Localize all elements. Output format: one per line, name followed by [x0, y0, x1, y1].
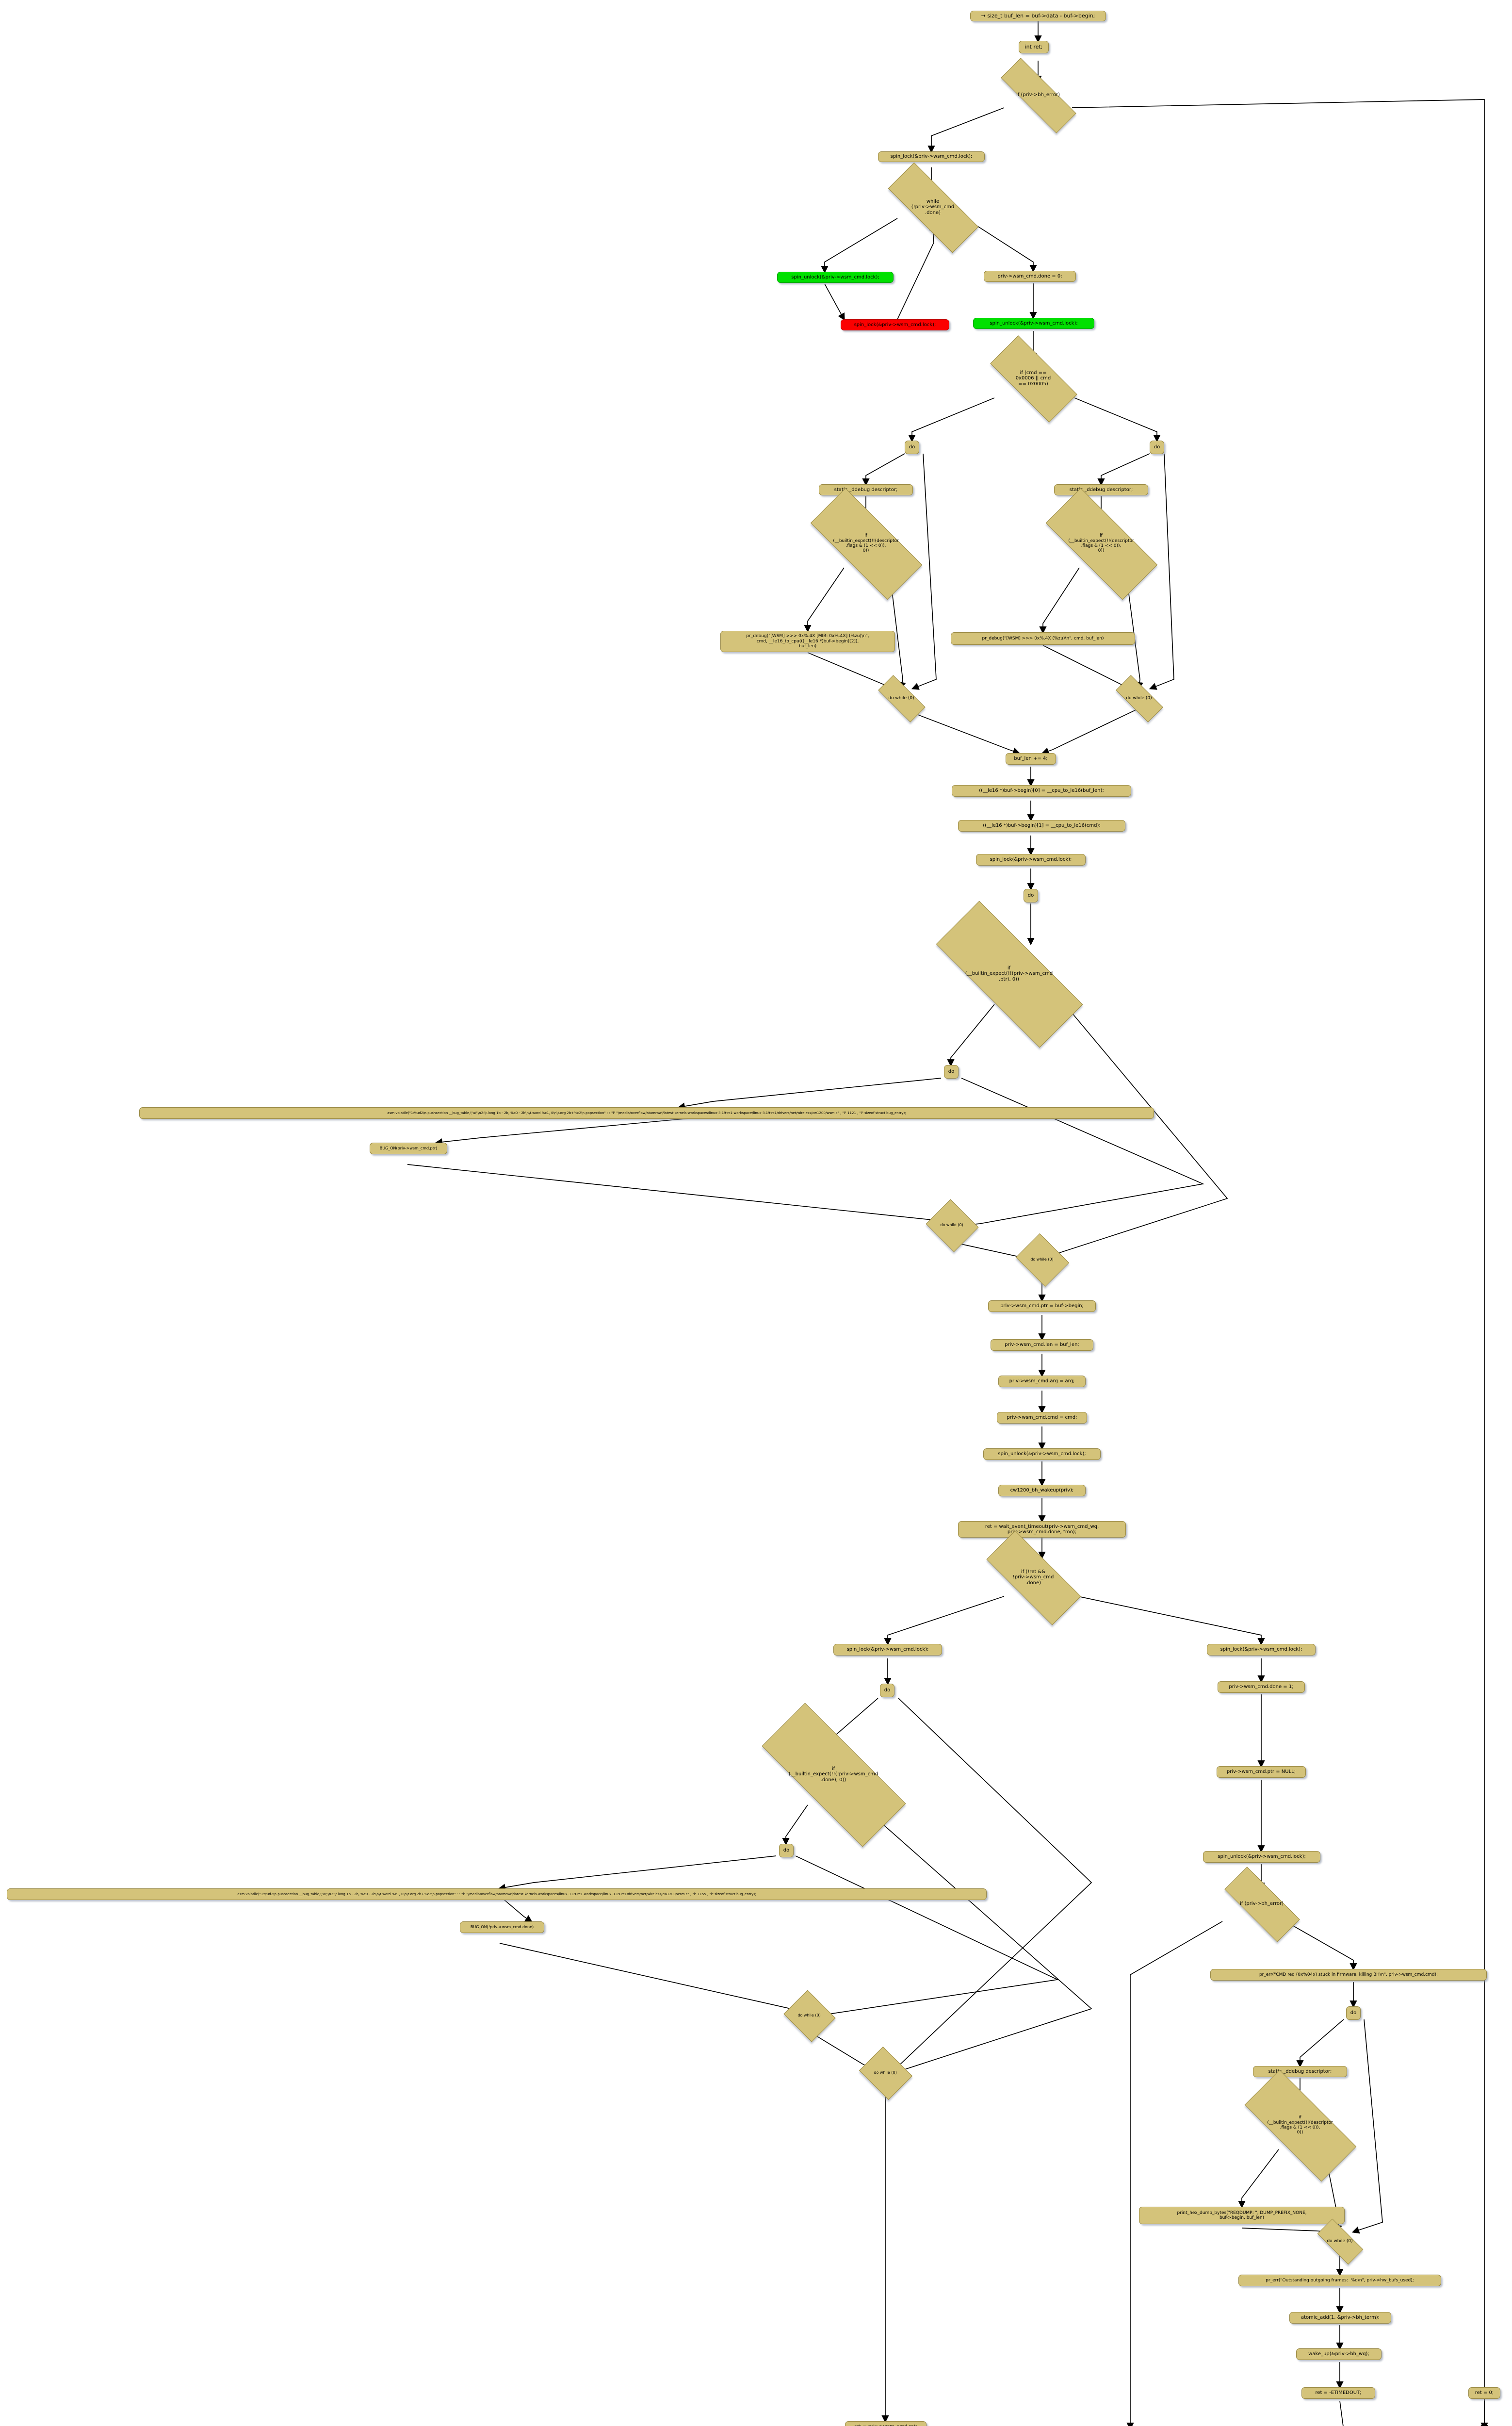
node-spin-unlock-green-2[interactable]: spin_unlock(&priv->wsm_cmd.lock); — [973, 318, 1094, 329]
node-ddebug-descriptor-right[interactable]: static _ddebug descriptor; — [1054, 484, 1148, 495]
node-asm-volatile-bug-1155[interactable]: asm volatile("1:\tud2\n.pushsection __bu… — [7, 1888, 987, 1900]
node-label: while (!priv->wsm_cmd .done) — [911, 198, 955, 215]
node-ddebug-descriptor-right-2[interactable]: static _ddebug descriptor; — [1253, 2066, 1347, 2077]
node-label: do while (0) — [888, 695, 914, 701]
node-wake-up-bh-wq[interactable]: wake_up(&priv->bh_wq); — [1296, 2348, 1382, 2360]
node-label: do while (0) — [874, 2070, 897, 2075]
node-bug-on-ptr[interactable]: BUG_ON(priv->wsm_cmd.ptr) — [370, 1143, 447, 1154]
node-buf-len-decl[interactable]: → size_t buf_len = buf->data - buf->begi… — [970, 11, 1106, 21]
node-wsm-cmd-done-0[interactable]: priv->wsm_cmd.done = 0; — [984, 271, 1076, 282]
node-if-not-wsm-cmd-done[interactable]: if (__builtin_expect(!!(!priv->wsm_cmd .… — [762, 1703, 906, 1847]
node-do-while-0-right[interactable]: do while (0) — [1116, 675, 1163, 722]
node-label: if (__builtin_expect(!!(descriptor .flag… — [1068, 533, 1134, 554]
node-label: do while (0) — [940, 1223, 963, 1228]
node-ddebug-descriptor-left[interactable]: static _ddebug descriptor; — [819, 484, 913, 495]
node-spin-lock-1[interactable]: spin_lock(&priv->wsm_cmd.lock); — [878, 151, 985, 162]
node-pr-debug-mib[interactable]: pr_debug("[WSM] >>> 0x%.4X [MIB: 0x%.4X]… — [720, 631, 895, 652]
node-do-while-0-3[interactable]: do while (0) — [1015, 1233, 1070, 1287]
node-bug-on-not-done[interactable]: BUG_ON(!priv->wsm_cmd.done) — [460, 1921, 544, 1933]
node-buf-len-plus-4[interactable]: buf_len += 4; — [1006, 753, 1056, 765]
node-label: if (priv->bh_error) — [1239, 1901, 1284, 1907]
node-ret-etimedout[interactable]: ret = -ETIMEDOUT; — [1301, 2387, 1375, 2399]
node-spin-unlock-right-branch[interactable]: spin_unlock(&priv->wsm_cmd.lock); — [1203, 1851, 1320, 1863]
node-label: if (__builtin_expect(!!(descriptor .flag… — [833, 533, 899, 554]
node-do-while-0-left-1[interactable]: do while (0) — [783, 1990, 836, 2042]
node-asm-volatile-bug-1121[interactable]: asm volatile("1:\tud2\n.pushsection __bu… — [139, 1107, 1154, 1119]
node-pr-err-outstanding[interactable]: pr_err("Outstanding outgoing frames: %d\… — [1238, 2275, 1441, 2286]
node-wait-event-timeout[interactable]: ret = wait_event_timeout(priv->wsm_cmd_w… — [958, 1521, 1126, 1538]
node-spin-lock-2[interactable]: spin_lock(&priv->wsm_cmd.lock); — [976, 854, 1086, 866]
node-ret-wsm-cmd-ret[interactable]: ret = priv->wsm_cmd.ret; — [845, 2421, 927, 2426]
node-if-bh-error-1[interactable]: if (priv->bh_error) — [999, 58, 1077, 133]
node-spin-unlock-green-1[interactable]: spin_unlock(&priv->wsm_cmd.lock); — [777, 272, 894, 283]
node-label: if (__builtin_expect(!!(descriptor .flag… — [1267, 2115, 1333, 2135]
node-wsm-cmd-cmd-assign[interactable]: priv->wsm_cmd.cmd = cmd; — [997, 1412, 1087, 1424]
node-le16-begin-0[interactable]: ((__le16 *)buf->begin)[0] = __cpu_to_le1… — [952, 785, 1131, 797]
node-ret-0-right[interactable]: ret = 0; — [1468, 2387, 1500, 2399]
node-label: if (cmd == 0x0006 || cmd == 0x0005) — [1015, 370, 1051, 387]
node-if-bh-error-2[interactable]: if (priv->bh_error) — [1224, 1867, 1300, 1942]
node-label: do while (0) — [1030, 1257, 1054, 1262]
node-if-wsm-cmd-ptr[interactable]: if (__builtin_expect(!!(priv->wsm_cmd .p… — [936, 901, 1083, 1048]
node-spin-lock-red[interactable]: spin_lock(&priv->wsm_cmd.lock); — [841, 319, 949, 330]
node-do-left[interactable]: do — [905, 441, 919, 454]
node-do-left-3[interactable]: do — [779, 1844, 794, 1857]
node-if-descriptor-flags-left[interactable]: if (__builtin_expect(!!(descriptor .flag… — [810, 488, 923, 600]
node-if-descriptor-flags-right[interactable]: if (__builtin_expect(!!(descriptor .flag… — [1045, 488, 1158, 600]
node-label: if (priv->bh_error) — [1016, 92, 1060, 98]
node-do-while-0-left-2[interactable]: do while (0) — [859, 2046, 913, 2100]
node-if-not-ret-not-done[interactable]: if (!ret && !priv->wsm_cmd .done) — [986, 1530, 1081, 1625]
node-label: do while (0) — [1327, 2238, 1353, 2244]
node-do-3[interactable]: do — [944, 1065, 959, 1079]
node-label: do while (0) — [797, 2013, 821, 2018]
node-label: if (!ret && !priv->wsm_cmd .done) — [1012, 1569, 1054, 1586]
node-wsm-cmd-len-assign[interactable]: priv->wsm_cmd.len = buf_len; — [991, 1339, 1093, 1351]
node-pr-err-cmd-stuck[interactable]: pr_err("CMD req (0x%04x) stuck in firmwa… — [1210, 1969, 1487, 1981]
node-spin-lock-right-branch[interactable]: spin_lock(&priv->wsm_cmd.lock); — [1207, 1644, 1316, 1656]
node-if-cmd-0006-0005[interactable]: if (cmd == 0x0006 || cmd == 0x0005) — [990, 335, 1077, 423]
node-do-right[interactable]: do — [1150, 441, 1164, 454]
node-le16-begin-1[interactable]: ((__le16 *)buf->begin)[1] = __cpu_to_le1… — [958, 820, 1125, 832]
node-wsm-cmd-ptr-null[interactable]: priv->wsm_cmd.ptr = NULL; — [1217, 1766, 1306, 1778]
node-label: if (__builtin_expect(!!(!priv->wsm_cmd .… — [788, 1766, 878, 1783]
node-int-ret[interactable]: int ret; — [1019, 41, 1049, 53]
node-do-left-2[interactable]: do — [880, 1684, 894, 1697]
node-spin-unlock-2[interactable]: spin_unlock(&priv->wsm_cmd.lock); — [983, 1448, 1101, 1460]
node-if-descriptor-flags-right-2[interactable]: if (__builtin_expect(!!(descriptor .flag… — [1244, 2069, 1357, 2182]
node-spin-lock-left-branch[interactable]: spin_lock(&priv->wsm_cmd.lock); — [833, 1644, 942, 1656]
node-print-hex-dump[interactable]: print_hex_dump_bytes("REQDUMP: ", DUMP_P… — [1139, 2207, 1345, 2224]
node-do-while-0-right-2[interactable]: do while (0) — [1317, 2218, 1364, 2265]
node-do-while-0-2[interactable]: do while (0) — [926, 1199, 979, 1252]
node-do-2[interactable]: do — [1024, 889, 1038, 902]
node-wsm-cmd-arg-assign[interactable]: priv->wsm_cmd.arg = arg; — [998, 1376, 1086, 1387]
node-label: do while (0) — [1126, 695, 1152, 701]
node-wsm-cmd-done-1[interactable]: priv->wsm_cmd.done = 1; — [1218, 1681, 1305, 1693]
node-bh-wakeup[interactable]: cw1200_bh_wakeup(priv); — [998, 1485, 1086, 1496]
node-wsm-cmd-ptr-assign[interactable]: priv->wsm_cmd.ptr = buf->begin; — [988, 1300, 1096, 1312]
node-atomic-add-bh-term[interactable]: atomic_add(1, &priv->bh_term); — [1289, 2312, 1391, 2324]
node-while-not-done[interactable]: while (!priv->wsm_cmd .done) — [888, 162, 979, 253]
node-do-while-0-left[interactable]: do while (0) — [878, 675, 926, 722]
node-do-right-2[interactable]: do — [1346, 2006, 1361, 2020]
node-pr-debug-plain[interactable]: pr_debug("[WSM] >>> 0x%.4X (%zu)\n", cmd… — [951, 632, 1135, 645]
node-label: if (__builtin_expect(!!(priv->wsm_cmd .p… — [965, 965, 1053, 982]
